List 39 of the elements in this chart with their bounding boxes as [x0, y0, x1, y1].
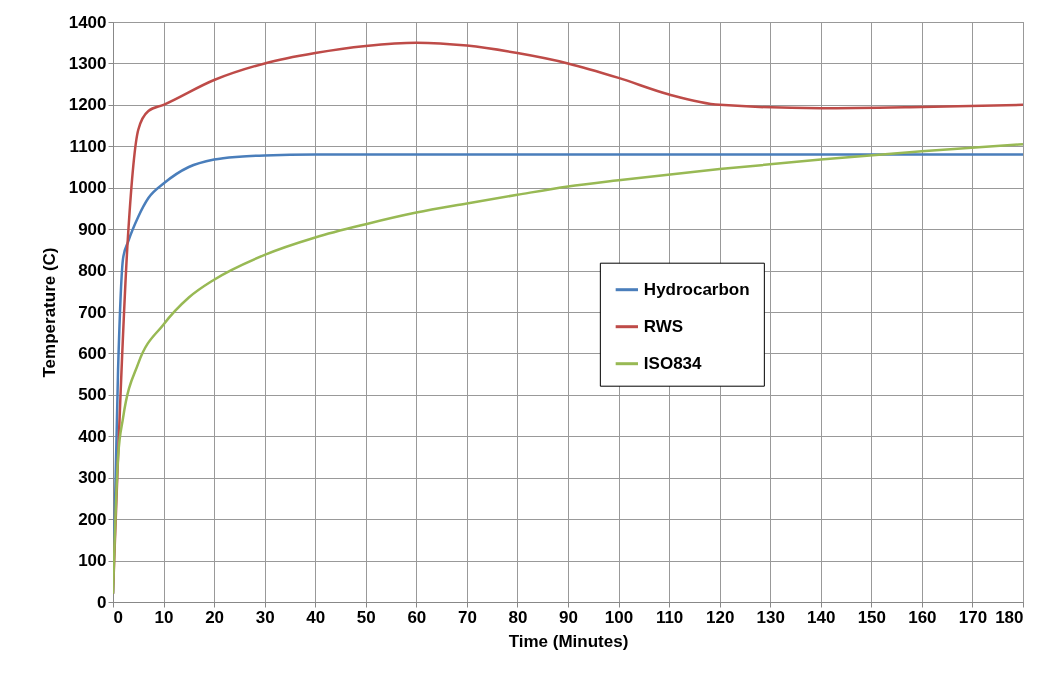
x-tick-label: 30 — [255, 607, 275, 627]
y-tick-label: 500 — [78, 385, 107, 405]
y-tick-label: 800 — [78, 261, 107, 281]
legend-label: ISO834 — [643, 353, 703, 373]
y-tick-label: 1200 — [68, 95, 107, 115]
x-tick-label: 100 — [604, 607, 634, 627]
y-tick-label: 100 — [78, 551, 107, 571]
x-tick-label: 170 — [958, 607, 988, 627]
x-tick-label: 10 — [154, 607, 174, 627]
x-tick-label: 140 — [807, 607, 836, 627]
y-tick-label: 1100 — [69, 136, 107, 156]
y-tick-label: 600 — [78, 343, 107, 363]
x-tick-label: 0 — [113, 607, 123, 627]
x-axis-title: Time (Minutes) — [508, 631, 629, 651]
y-tick-label: 400 — [78, 426, 107, 446]
x-tick-label: 40 — [306, 607, 326, 627]
x-tick-label: 120 — [705, 607, 735, 627]
y-tick-label: 900 — [78, 219, 107, 239]
x-tick-label: 150 — [857, 607, 887, 627]
y-tick-label: 1000 — [68, 178, 107, 198]
y-tick-label: 300 — [78, 468, 107, 488]
x-tick-label: 180 — [995, 607, 1024, 627]
y-tick-label: 700 — [78, 302, 107, 322]
y-tick-label: 1400 — [68, 12, 107, 32]
y-axis-title: Temperature (C) — [39, 247, 59, 378]
x-tick-label: 130 — [756, 607, 785, 627]
x-tick-label: 160 — [908, 607, 937, 627]
x-tick-label: 20 — [205, 607, 225, 627]
y-tick-label: 200 — [78, 509, 107, 529]
x-tick-label: 60 — [407, 607, 427, 627]
x-tick-label: 50 — [356, 607, 376, 627]
x-tick-label: 80 — [508, 607, 528, 627]
x-tick-label: 90 — [559, 607, 578, 627]
x-tick-label: 70 — [457, 607, 477, 627]
x-tick-label: 110 — [655, 607, 684, 627]
legend-label: Hydrocarbon — [643, 279, 750, 299]
legend-label: RWS — [643, 316, 684, 336]
y-tick-label: 1300 — [68, 53, 107, 73]
y-tick-label: 0 — [97, 592, 107, 612]
